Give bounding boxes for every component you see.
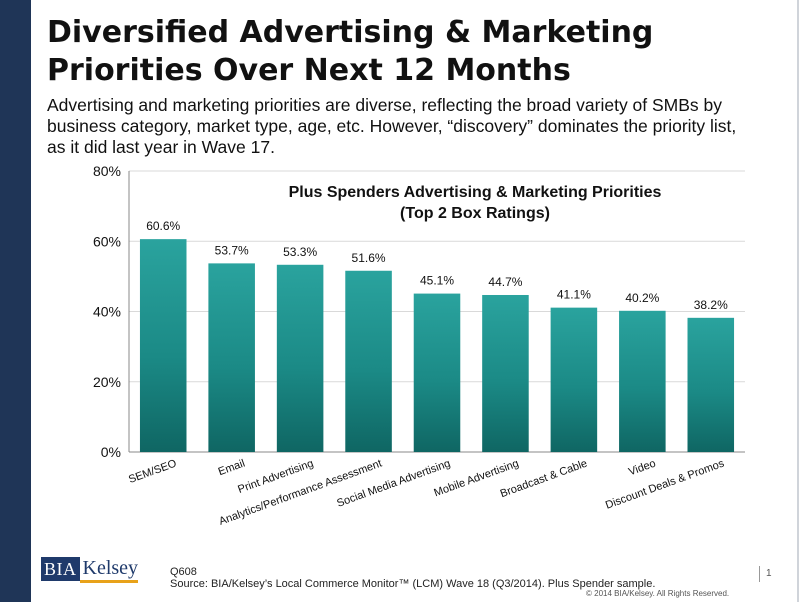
y-tick-label: 80% — [93, 163, 121, 179]
question-code: Q608 — [170, 566, 197, 578]
bia-kelsey-logo: BIA Kelsey — [41, 556, 139, 583]
data-label: 44.7% — [488, 275, 522, 289]
bar — [139, 239, 187, 452]
bar — [413, 293, 461, 452]
chart-title-line-1: Plus Spenders Advertising & Marketing Pr… — [288, 184, 662, 201]
slide-border — [797, 0, 799, 602]
x-tick-label: Discount Deals & Promos — [604, 457, 726, 511]
x-tick-label: Email — [217, 458, 247, 479]
y-tick-label: 60% — [93, 233, 121, 249]
y-tick-label: 0% — [101, 444, 121, 460]
data-label: 38.2% — [694, 298, 728, 312]
slide-subtitle: Advertising and marketing priorities are… — [47, 95, 737, 157]
data-label: 53.3% — [283, 245, 317, 259]
logo-kelsey-text: Kelsey — [79, 556, 139, 583]
bar — [687, 317, 735, 452]
x-tick-label: Social Media Advertising — [335, 458, 452, 510]
slide-title: Diversified Advertising & Marketing Prio… — [47, 15, 654, 88]
logo-bia-text: BIA — [41, 557, 80, 581]
bar — [208, 263, 255, 452]
chart-title-line-2: (Top 2 Box Ratings) — [400, 205, 550, 222]
bar — [550, 307, 598, 452]
bar — [345, 270, 392, 452]
data-label: 40.2% — [625, 291, 659, 305]
x-tick-label: SEM/SEO — [127, 457, 179, 486]
source-note: Source: BIA/Kelsey’s Local Commerce Moni… — [170, 578, 656, 590]
data-label: 60.6% — [146, 219, 180, 233]
left-accent-bar — [0, 0, 31, 602]
chart-title: Plus Spenders Advertising & Marketing Pr… — [215, 182, 735, 224]
bar — [482, 294, 529, 452]
data-label: 41.1% — [557, 288, 591, 302]
page-number: 1 — [766, 568, 772, 579]
y-tick-label: 40% — [93, 304, 121, 320]
bar — [619, 310, 666, 452]
data-label: 53.7% — [215, 243, 249, 257]
x-tick-label: Video — [627, 458, 657, 479]
bar — [276, 264, 324, 452]
copyright-note: © 2014 BIA/Kelsey. All Rights Reserved. — [586, 589, 730, 598]
y-tick-label: 20% — [93, 374, 121, 390]
page-number-divider — [759, 566, 760, 582]
data-label: 45.1% — [420, 274, 454, 288]
data-label: 51.6% — [352, 251, 386, 265]
